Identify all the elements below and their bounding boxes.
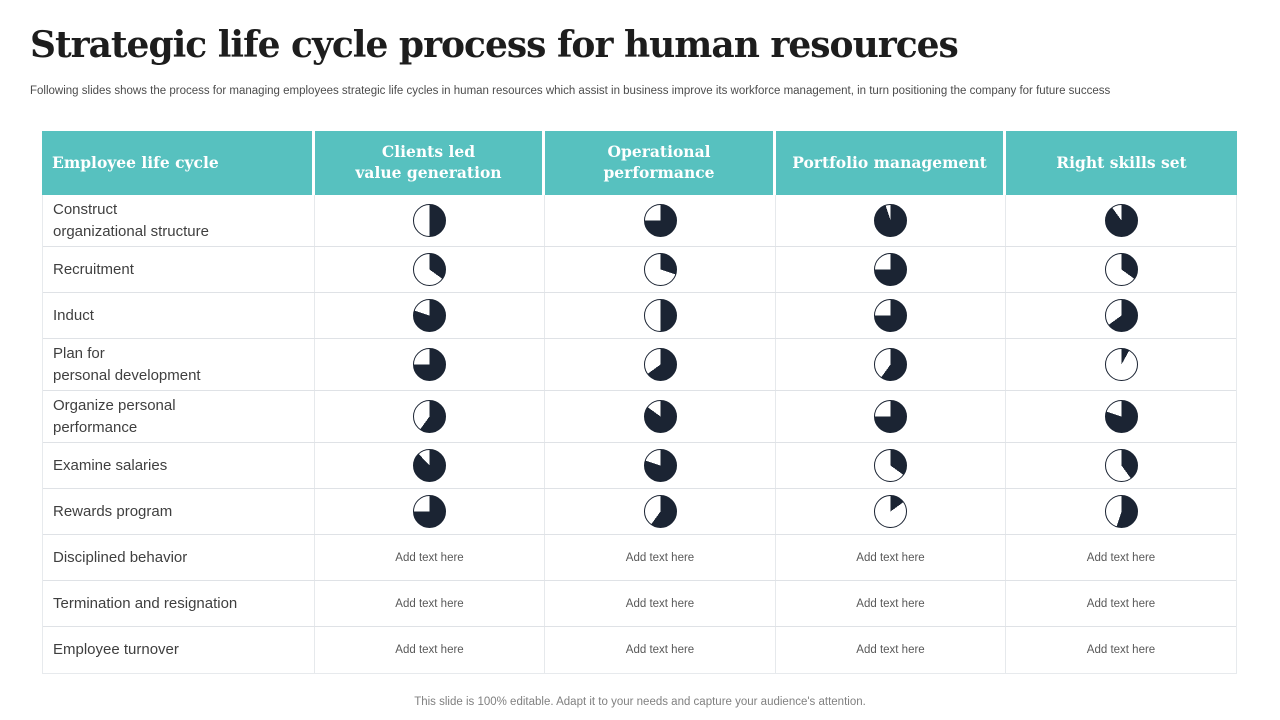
harvey-ball-icon [1104,495,1138,528]
pie-cell [545,391,776,442]
slide-subtitle: Following slides shows the process for m… [30,85,1111,97]
table-header-row: Employee life cycle Clients led value ge… [42,131,1237,195]
row-label: Induct [43,293,315,338]
pie-cell [1006,247,1236,292]
harvey-ball-icon [413,204,446,237]
harvey-ball-icon [413,348,446,381]
pie-cell [315,195,545,246]
placeholder-text[interactable]: Add text here [1086,551,1156,564]
row-label: Recruitment [43,247,315,292]
pie-cell [1006,293,1236,338]
footer-note: This slide is 100% editable. Adapt it to… [414,696,866,708]
table-row: Induct [43,293,1236,339]
placeholder-text[interactable]: Add text here [776,627,1006,673]
placeholder-text[interactable]: Add text here [545,581,776,626]
pie-cell [545,293,776,338]
table-row: Examine salaries [43,443,1236,489]
table-row: Recruitment [43,247,1236,293]
pie-cell [776,195,1006,246]
harvey-ball-icon [643,348,677,381]
header-cell-portfolio-management: Portfolio management [776,131,1006,195]
row-label: Construct organizational structure [43,195,315,246]
placeholder-text[interactable]: Add text here [315,581,545,626]
pie-cell [776,391,1006,442]
harvey-ball-icon [1104,449,1138,482]
pie-cell [315,391,545,442]
pie-cell [545,339,776,390]
row-label: Disciplined behavior [43,535,315,580]
harvey-ball-icon [643,449,677,482]
pie-cell [545,247,776,292]
table-row: Employee turnover Add text here Add text h… [43,627,1236,673]
pie-cell [776,443,1006,488]
hr-lifecycle-table: Employee life cycle Clients led value ge… [42,131,1237,674]
header-cell-employee-life-cycle: Employee life cycle [42,131,315,195]
pie-cell [315,293,545,338]
header-cell-operational-performance: Operational performance [545,131,776,195]
harvey-ball-icon [1104,348,1138,381]
row-label: Plan for personal development [43,339,315,390]
pie-cell [1006,195,1236,246]
placeholder-text[interactable]: Add text here [545,535,776,580]
table-row: Organize personal performance [43,391,1236,443]
table-row: Plan for personal development [43,339,1236,391]
harvey-ball-icon [1104,400,1138,433]
pie-cell [545,443,776,488]
harvey-ball-icon [413,400,446,433]
harvey-ball-icon [413,495,446,528]
pie-cell [1006,339,1236,390]
harvey-ball-icon [874,495,907,528]
harvey-ball-icon [874,348,907,381]
placeholder-text[interactable]: Add text here [776,581,1006,626]
harvey-ball-icon [413,253,446,286]
harvey-ball-icon [1104,253,1138,286]
pie-cell [1006,489,1236,534]
page-title: Strategic life cycle process for human r… [30,24,959,66]
header-cell-right-skills-set: Right skills set [1006,131,1237,195]
pie-cell [315,339,545,390]
harvey-ball-icon [874,449,907,482]
placeholder-text[interactable]: Add text here [1086,644,1156,656]
pie-cell [545,195,776,246]
harvey-ball-icon [1104,299,1138,332]
table-row: Disciplined behavior Add text here Add tex… [43,535,1236,581]
table-row: Rewards program [43,489,1236,535]
pie-cell [776,293,1006,338]
pie-cell [315,489,545,534]
pie-cell [315,443,545,488]
row-label: Rewards program [43,489,315,534]
row-label: Employee turnover [43,627,315,673]
harvey-ball-icon [874,204,907,237]
header-cell-clients-led-value-generation: Clients led value generation [315,131,545,195]
harvey-ball-icon [874,299,907,332]
table-row: Termination and resignation Add text here… [43,581,1236,627]
table-body: Construct organizational structure Recrui… [42,195,1237,674]
pie-cell [1006,443,1236,488]
harvey-ball-icon [874,253,907,286]
row-label: Organize personal performance [43,391,315,442]
pie-cell [776,489,1006,534]
pie-cell [1006,391,1236,442]
harvey-ball-icon [643,495,677,528]
pie-cell [545,489,776,534]
pie-cell [315,247,545,292]
table-row: Construct organizational structure [43,195,1236,247]
row-label: Examine salaries [43,443,315,488]
harvey-ball-icon [643,400,677,433]
placeholder-text[interactable]: Add text here [1086,597,1156,610]
placeholder-text[interactable]: Add text here [315,627,545,673]
harvey-ball-icon [643,299,677,332]
harvey-ball-icon [643,253,677,286]
harvey-ball-icon [413,299,446,332]
pie-cell [776,339,1006,390]
row-label: Termination and resignation [43,581,315,626]
placeholder-text[interactable]: Add text here [776,535,1006,580]
placeholder-text[interactable]: Add text here [315,535,545,580]
harvey-ball-icon [874,400,907,433]
placeholder-text[interactable]: Add text here [545,627,776,673]
pie-cell [776,247,1006,292]
harvey-ball-icon [643,204,677,237]
harvey-ball-icon [1104,204,1138,237]
harvey-ball-icon [413,449,446,482]
